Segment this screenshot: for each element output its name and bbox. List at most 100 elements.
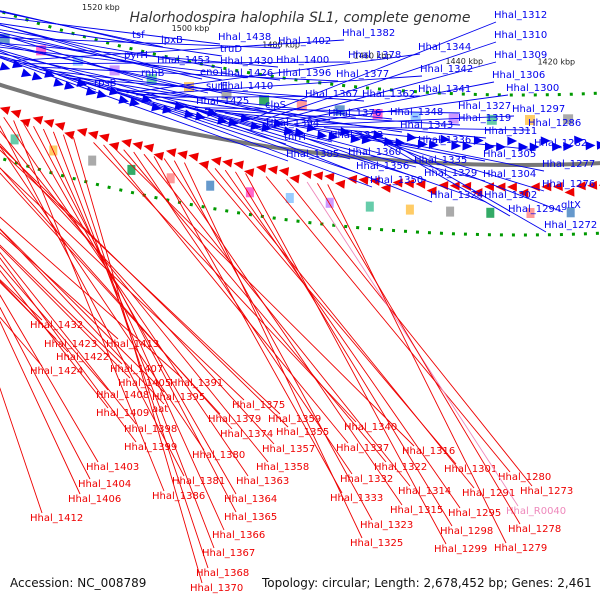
gene-label: Hhal_R0040 xyxy=(506,506,566,517)
gene-callout-line xyxy=(13,120,165,492)
gc-ring-inner xyxy=(0,156,600,237)
gene-callout-line xyxy=(265,176,511,473)
forward-gene-arrow xyxy=(585,141,596,151)
reverse-gene-arrow xyxy=(222,158,233,168)
gene-callout-line xyxy=(333,128,545,172)
gene-label: Hhal_1315 xyxy=(390,505,443,516)
cog-block xyxy=(127,164,136,175)
gene-label: Hhal_1362 xyxy=(362,89,415,100)
gene-callout-line xyxy=(373,132,547,233)
gene-label: Hhal_1376 xyxy=(328,108,381,119)
gene-callout-line xyxy=(58,74,333,143)
gene-label: Hhal_1299 xyxy=(434,544,487,555)
gene-callout-line xyxy=(313,126,531,131)
gene-label: Hhal_1327 xyxy=(458,101,511,112)
kbp-tick-label: 1420 kbp xyxy=(537,58,575,67)
gene-callout-line xyxy=(165,101,417,168)
genome-summary-label: Topology: circular; Length: 2,678,452 bp… xyxy=(262,576,592,590)
gene-callout-line xyxy=(323,127,537,151)
reverse-gene-arrow xyxy=(233,160,244,170)
gene-label: Hhal_1273 xyxy=(520,486,573,497)
reverse-gene-arrow xyxy=(324,172,335,182)
gene-label: Hhal_1350 xyxy=(370,175,423,186)
gene-callout-line xyxy=(363,131,511,217)
gene-label: Hhal_1319 xyxy=(458,113,511,124)
gene-callout-line xyxy=(0,42,209,94)
gene-callout-line xyxy=(0,23,223,57)
gene-callout-line xyxy=(3,117,249,477)
forward-gene-arrow xyxy=(552,142,562,152)
cog-block xyxy=(296,100,307,111)
gene-label: Hhal_1302 xyxy=(484,190,537,201)
gene-callout-line xyxy=(0,320,81,495)
reverse-gene-arrow xyxy=(243,168,255,178)
gene-callout-line xyxy=(244,116,487,203)
gene-callout-line xyxy=(0,50,97,91)
reverse-gene-arrow xyxy=(108,141,120,151)
gene-callout-line xyxy=(183,162,363,539)
gene-callout-line xyxy=(0,145,289,428)
forward-gene-arrow xyxy=(0,61,11,71)
gene-callout-line xyxy=(0,257,137,443)
reverse-gene-arrow xyxy=(541,182,552,192)
gene-callout-line xyxy=(52,131,215,549)
gene-callout-line xyxy=(204,109,461,126)
gene-callout-line xyxy=(20,61,351,65)
forward-gene-arrow xyxy=(540,136,551,146)
gene-callout-line xyxy=(0,280,69,353)
cog-block xyxy=(526,208,535,218)
gene-callout-line xyxy=(62,134,209,569)
gene-label: Hhal_1314 xyxy=(398,486,451,497)
gene-label: Hhal_1305 xyxy=(483,149,536,160)
gene-callout-line xyxy=(0,252,137,425)
gene-callout-line xyxy=(327,184,507,544)
gene-callout-line xyxy=(153,156,343,494)
gene-label: Hhal_1453 xyxy=(157,55,210,66)
reverse-gene-arrow xyxy=(495,182,506,192)
gene-label: Hhal_1378 xyxy=(348,50,401,61)
gene-callout-line xyxy=(77,80,351,160)
gene-label: Hhal_1286 xyxy=(528,118,581,129)
gene-callout-line xyxy=(0,270,109,409)
gene-callout-line xyxy=(264,41,497,121)
gene-label: Hhal_1301 xyxy=(444,464,497,475)
gene-label: gltX xyxy=(561,200,581,211)
gene-label: Hhal_1410 xyxy=(220,81,273,92)
gene-callout-line xyxy=(0,294,99,463)
gene-label: Hhal_1277 xyxy=(542,159,595,170)
gene-label: Hhal_1357 xyxy=(262,444,315,455)
gene-callout-line xyxy=(0,246,131,379)
reverse-gene-arrow xyxy=(132,141,143,150)
accession-label: Accession: NC_008789 xyxy=(10,576,147,590)
gene-label: Hhal_1394 xyxy=(266,118,319,129)
gene-label: Hhal_1311 xyxy=(484,126,537,137)
reverse-gene-arrow xyxy=(392,178,403,188)
gene-label: truD xyxy=(220,44,242,55)
forward-gene-arrow xyxy=(484,142,495,152)
cog-block xyxy=(245,187,254,198)
gene-callout-line xyxy=(317,183,521,525)
gene-callout-line xyxy=(0,46,281,81)
gene-callout-line xyxy=(0,143,275,445)
gene-label: Hhal_1408 xyxy=(96,390,149,401)
reverse-gene-arrow xyxy=(587,180,598,190)
reverse-gene-arrow xyxy=(449,181,460,191)
gene-callout-line xyxy=(0,44,223,94)
gene-callout-line xyxy=(293,94,509,125)
gene-callout-line xyxy=(0,11,164,48)
gene-callout-line xyxy=(274,61,497,122)
gene-callout-line xyxy=(284,81,495,123)
reverse-gene-arrow xyxy=(198,160,210,170)
gene-label: thrH xyxy=(284,132,306,143)
gene-label: rpsB xyxy=(94,78,117,89)
gene-callout-line xyxy=(133,151,353,475)
gene-label: Hhal_1279 xyxy=(494,543,547,554)
gene-callout-line xyxy=(0,244,123,365)
reverse-gene-arrow xyxy=(98,133,110,143)
reverse-gene-arrow xyxy=(188,152,199,162)
reverse-gene-arrow xyxy=(518,188,529,198)
gene-label: Hhal_1343 xyxy=(400,120,453,131)
gene-label: Hhal_1432 xyxy=(30,320,83,331)
gene-label: Hhal_1276 xyxy=(542,179,595,190)
gene-callout-line xyxy=(0,145,205,451)
